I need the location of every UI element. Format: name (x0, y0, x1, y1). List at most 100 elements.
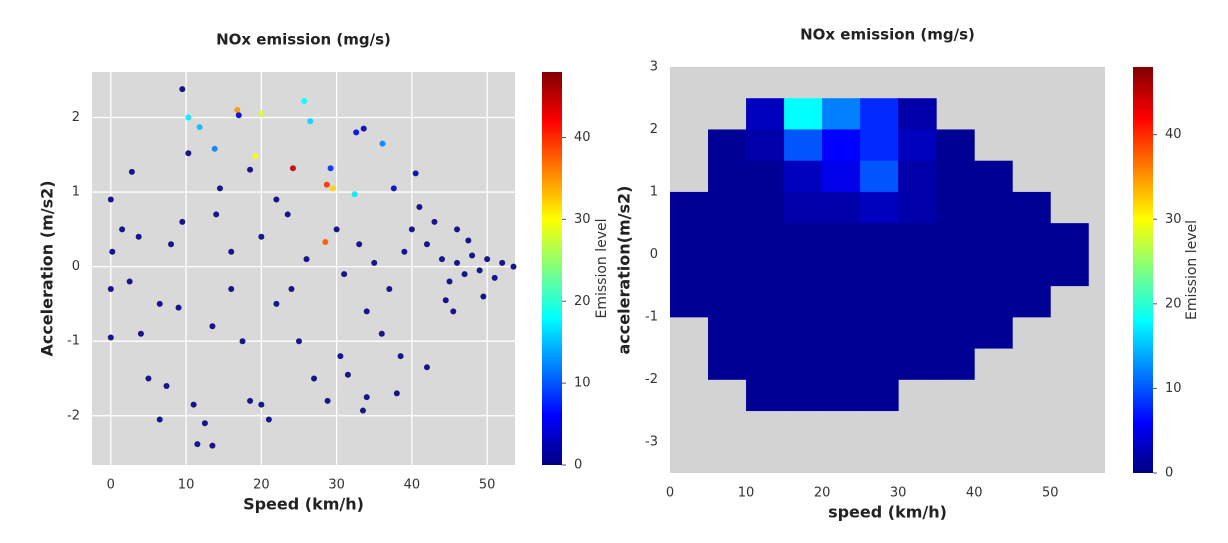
heatmap-cell (708, 160, 747, 193)
heatmap-cell (898, 223, 937, 255)
heatmap-cell (822, 98, 861, 130)
scatter-point (228, 286, 235, 293)
scatter-point (353, 129, 360, 136)
scatter-point (397, 353, 404, 360)
scatter-point (258, 110, 265, 117)
scatter-point (190, 401, 197, 408)
scatter-point (209, 323, 216, 330)
scatter-point (341, 271, 348, 278)
scatter-point (126, 278, 133, 285)
scatter-point (510, 263, 517, 270)
heatmap-cell (860, 98, 899, 130)
x-tick-label: 0 (107, 478, 115, 493)
scatter-point (175, 304, 182, 311)
heatmap-cell (1012, 223, 1051, 255)
scatter-point (239, 338, 246, 345)
y-tick-label: -1 (67, 334, 80, 349)
scatter-point (393, 390, 400, 397)
y-tick-label: 2 (72, 110, 80, 125)
heatmap-cell (822, 285, 861, 318)
scatter-point (311, 375, 318, 382)
y-tick-label: 0 (72, 259, 80, 274)
scatter-point (337, 353, 344, 360)
colorbar-tick-label: 20 (1165, 296, 1182, 311)
scatter-point (480, 293, 487, 300)
scatter-point (454, 226, 461, 233)
scatter-point (179, 86, 186, 93)
heatmap-cell (898, 254, 937, 287)
chart-title: NOx emission (mg/s) (800, 26, 975, 44)
y-tick-label: 2 (650, 122, 658, 137)
scatter-point (258, 401, 265, 408)
scatter-point (107, 286, 114, 293)
scatter-point (307, 118, 314, 125)
scatter-point (476, 267, 483, 274)
scatter-point (179, 218, 186, 225)
heatmap-cell (822, 129, 861, 162)
scatter-point (252, 153, 259, 160)
heatmap-cell (1050, 254, 1089, 287)
heatmap-cell (746, 191, 785, 224)
scatter-point (423, 241, 430, 248)
heatmap-cell (936, 160, 975, 193)
heatmap-cell (822, 348, 861, 380)
heatmap-cell (974, 160, 1013, 193)
heatmap-cell (860, 160, 899, 193)
scatter-point (109, 248, 116, 255)
x-tick-label: 10 (738, 486, 755, 501)
heatmap-cell (1012, 285, 1051, 318)
heatmap-cell (860, 348, 899, 380)
scatter-point (454, 259, 461, 266)
y-tick-label: 1 (72, 185, 80, 200)
scatter-point (442, 297, 449, 304)
heatmap-cell (1050, 223, 1089, 255)
scatter-point (228, 248, 235, 255)
scatter-point (359, 407, 366, 414)
heatmap-cell (974, 254, 1013, 287)
scatter-point (265, 416, 272, 423)
heatmap-cell (746, 129, 785, 162)
scatter-point (119, 226, 126, 233)
heatmap-cell (784, 98, 823, 130)
heatmap-cell (898, 160, 937, 193)
heatmap-cell (860, 223, 899, 255)
heatmap-cell (860, 191, 899, 224)
scatter-point (135, 233, 142, 240)
scatter-point (327, 165, 334, 172)
scatter-point (431, 218, 438, 225)
scatter-point (295, 338, 302, 345)
colorbar-label: Emission level (594, 218, 610, 318)
heatmap-cell (974, 223, 1013, 255)
scatter-point (469, 252, 476, 259)
scatter-point (351, 191, 358, 198)
plot-background (92, 72, 515, 465)
scatter-point (273, 300, 280, 307)
scatter-point (412, 170, 419, 177)
heatmap-cell (974, 191, 1013, 224)
colorbar-tick-label: 30 (1165, 212, 1182, 227)
scatter-point (235, 112, 242, 119)
heatmap-cell (936, 254, 975, 287)
heatmap-cell (822, 379, 861, 412)
heatmap-cell (898, 129, 937, 162)
x-tick-label: 30 (890, 486, 907, 501)
scatter-point (390, 185, 397, 192)
colorbar-tick-label: 30 (574, 212, 591, 227)
scatter-point (303, 256, 310, 263)
scatter-point (156, 416, 163, 423)
scatter-point (363, 394, 370, 401)
heatmap-cell (860, 129, 899, 162)
scatter-point (107, 196, 114, 203)
scatter-point (107, 334, 114, 341)
heatmap-cell (670, 285, 709, 318)
x-tick-label: 20 (814, 486, 831, 501)
x-tick-label: 50 (1042, 486, 1059, 501)
heatmap-cell (936, 348, 975, 380)
y-tick-label: -1 (645, 309, 658, 324)
scatter-point (137, 330, 144, 337)
heatmap-cell (708, 254, 747, 287)
heatmap-cell (746, 223, 785, 255)
scatter-point (379, 140, 386, 147)
scatter-point (386, 286, 393, 293)
heatmap-cell (974, 285, 1013, 318)
